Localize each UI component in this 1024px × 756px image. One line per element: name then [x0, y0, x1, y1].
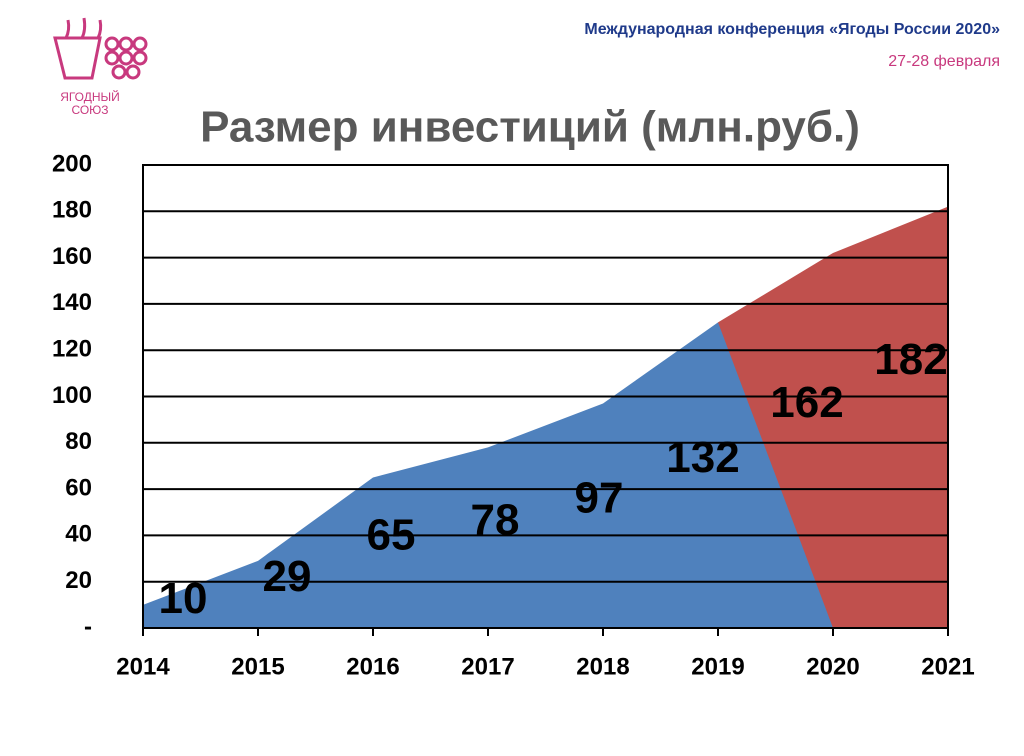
y-tick-label: 200 [52, 150, 92, 177]
y-tick-label: 180 [52, 197, 92, 224]
y-tick-label: 80 [65, 428, 92, 455]
x-tick-label: 2021 [921, 653, 974, 680]
x-tick-label: 2020 [806, 653, 859, 680]
logo-text: ЯГОДНЫЙ [60, 89, 120, 104]
y-tick-label: 160 [52, 243, 92, 270]
dates: 27-28 февраля [888, 53, 1000, 70]
data-label: 78 [471, 495, 520, 544]
data-label: 29 [263, 552, 312, 601]
x-tick-label: 2014 [116, 653, 170, 680]
data-label: 162 [770, 378, 843, 427]
x-tick-label: 2016 [346, 653, 399, 680]
area [143, 322, 833, 628]
y-tick-label: 100 [52, 382, 92, 409]
data-label: 97 [575, 473, 624, 522]
y-tick-label: - [84, 613, 92, 640]
y-tick-label: 140 [52, 289, 92, 316]
y-tick-label: 60 [65, 474, 92, 501]
data-label: 182 [874, 335, 947, 384]
data-label: 10 [159, 574, 208, 623]
data-label: 132 [666, 433, 739, 482]
x-tick-label: 2018 [576, 653, 629, 680]
logo [53, 17, 148, 80]
plot-border [142, 164, 949, 629]
y-tick-label: 40 [65, 521, 92, 548]
y-tick-label: 120 [52, 336, 92, 363]
conference: Международная конференция «Ягоды России … [584, 21, 1000, 38]
x-tick-label: 2017 [461, 653, 514, 680]
data-label: 65 [367, 510, 416, 559]
x-tick-label: 2015 [231, 653, 284, 680]
x-tick-label: 2019 [691, 653, 744, 680]
logo-text: СОЮЗ [71, 103, 108, 117]
y-tick-label: 20 [65, 567, 92, 594]
chart-title: Размер инвестиций (млн.руб.) [200, 103, 860, 152]
